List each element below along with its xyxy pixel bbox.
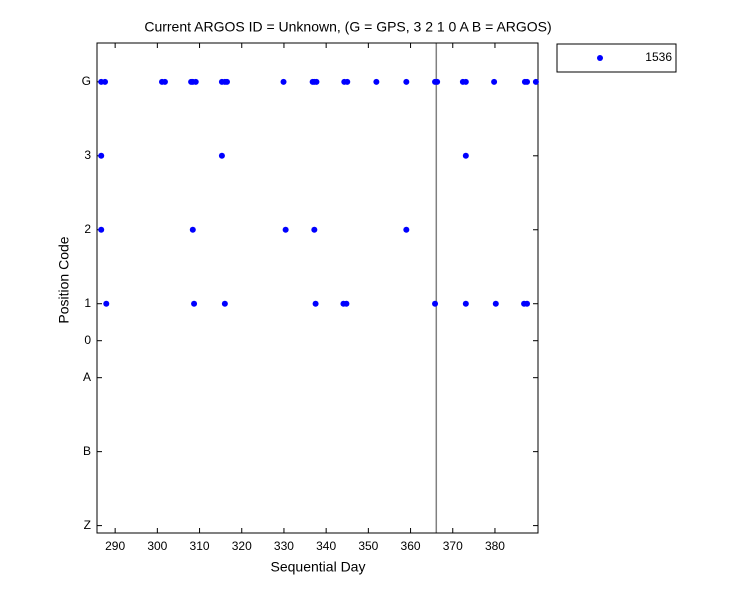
x-tick-label: 350 bbox=[358, 539, 378, 553]
y-tick-label: 2 bbox=[84, 222, 91, 236]
legend-box bbox=[556, 43, 677, 73]
point bbox=[462, 300, 469, 307]
plot-frame bbox=[96, 42, 539, 534]
point bbox=[98, 226, 105, 233]
point bbox=[462, 78, 469, 85]
x-tick-label: 360 bbox=[401, 539, 421, 553]
y-tick-label: G bbox=[82, 74, 91, 88]
x-tick-label: 310 bbox=[190, 539, 210, 553]
chart-title: Current ARGOS ID = Unknown, (G = GPS, 3 … bbox=[144, 19, 551, 35]
point bbox=[218, 152, 225, 159]
point bbox=[192, 78, 199, 85]
y-tick-label: 0 bbox=[84, 333, 91, 347]
point bbox=[462, 152, 469, 159]
point bbox=[189, 226, 196, 233]
point bbox=[403, 226, 410, 233]
point bbox=[524, 78, 531, 85]
point bbox=[432, 300, 439, 307]
x-tick-label: 380 bbox=[485, 539, 505, 553]
y-tick-label: Z bbox=[84, 518, 91, 532]
point bbox=[191, 300, 198, 307]
point bbox=[524, 300, 531, 307]
point bbox=[221, 300, 228, 307]
point bbox=[492, 300, 499, 307]
x-tick-label: 340 bbox=[316, 539, 336, 553]
point bbox=[280, 78, 287, 85]
point bbox=[223, 78, 230, 85]
point bbox=[491, 78, 498, 85]
legend-marker bbox=[597, 55, 603, 61]
point bbox=[161, 78, 168, 85]
point bbox=[344, 78, 351, 85]
y-tick-label: A bbox=[83, 370, 91, 384]
y-axis-label: Position Code bbox=[56, 236, 72, 323]
point bbox=[103, 300, 110, 307]
point bbox=[311, 226, 318, 233]
point bbox=[312, 300, 319, 307]
x-tick-label: 320 bbox=[232, 539, 252, 553]
point bbox=[313, 78, 320, 85]
point bbox=[532, 78, 539, 85]
point bbox=[282, 226, 289, 233]
x-tick-label: 370 bbox=[443, 539, 463, 553]
y-tick-label: B bbox=[83, 444, 91, 458]
y-tick-label: 3 bbox=[84, 148, 91, 162]
plot-area bbox=[97, 43, 538, 533]
point bbox=[373, 78, 380, 85]
x-tick-label: 300 bbox=[147, 539, 167, 553]
legend-label: 1536 bbox=[645, 50, 672, 64]
x-tick-label: 330 bbox=[274, 539, 294, 553]
point bbox=[102, 78, 109, 85]
point bbox=[343, 300, 350, 307]
x-axis-label: Sequential Day bbox=[271, 559, 366, 575]
point bbox=[98, 152, 105, 159]
y-tick-label: 1 bbox=[84, 296, 91, 310]
x-tick-label: 290 bbox=[105, 539, 125, 553]
point bbox=[403, 78, 410, 85]
point bbox=[434, 78, 441, 85]
